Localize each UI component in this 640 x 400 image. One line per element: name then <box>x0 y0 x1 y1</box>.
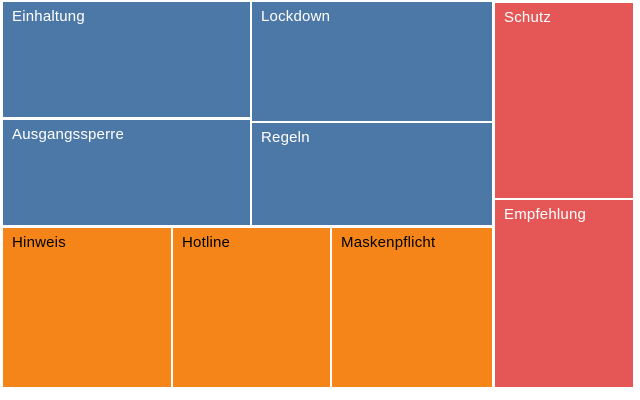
treemap-cell-label: Maskenpflicht <box>341 234 436 251</box>
treemap-cell-label: Regeln <box>261 129 310 146</box>
treemap-cell-empfehlung: Empfehlung <box>495 200 633 387</box>
treemap-cell-label: Schutz <box>504 9 552 26</box>
treemap-cell-lockdown: Lockdown <box>252 2 492 121</box>
treemap-cell-label: Hinweis <box>12 234 66 251</box>
treemap-cell-schutz: Schutz <box>495 3 633 198</box>
treemap-cell-label: Einhaltung <box>12 8 85 25</box>
treemap-cell-label: Hotline <box>182 234 231 251</box>
treemap-cell-ausgangssperre: Ausgangssperre <box>3 120 250 225</box>
treemap-cell-label: Ausgangssperre <box>12 126 125 143</box>
treemap-cell-hinweis: Hinweis <box>3 228 171 387</box>
treemap-cell-einhaltung: Einhaltung <box>3 2 250 117</box>
treemap-cell-hotline: Hotline <box>173 228 330 387</box>
treemap-cell-label: Empfehlung <box>504 206 587 223</box>
treemap-cell-label: Lockdown <box>261 8 331 25</box>
treemap-cell-regeln: Regeln <box>252 123 492 225</box>
treemap-cell-maskenpflicht: Maskenpflicht <box>332 228 492 387</box>
